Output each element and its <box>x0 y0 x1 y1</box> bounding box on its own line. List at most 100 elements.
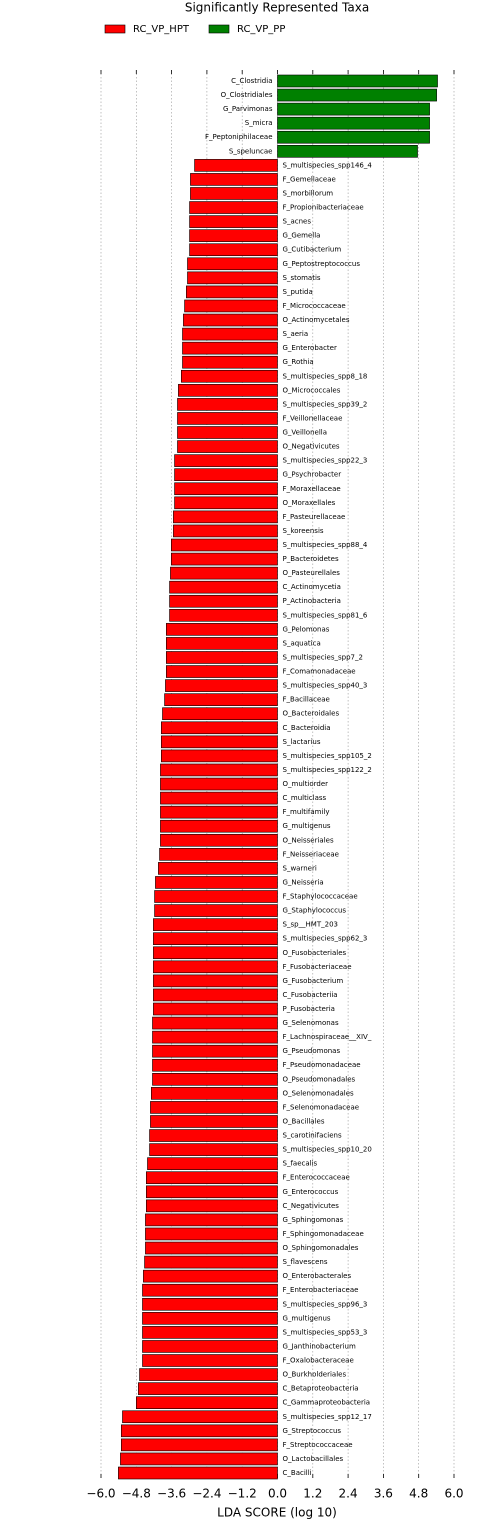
category-label: G_Psychrobacter <box>283 471 342 479</box>
category-label: O_Fusobacteriales <box>283 949 347 957</box>
category-label: S_multispecies_spp8_18 <box>283 372 368 380</box>
category-label: S_acnes <box>283 218 312 226</box>
bar <box>170 566 278 580</box>
category-label: O_Burkholderiales <box>283 1371 347 1379</box>
bar <box>178 384 278 397</box>
category-label: C_Gammaproteobacteria <box>283 1399 371 1407</box>
category-label: F_multifamily <box>283 808 330 816</box>
category-label: S_faecalis <box>283 1160 318 1168</box>
bar <box>174 482 278 496</box>
bar <box>177 426 278 439</box>
bar <box>150 1101 278 1114</box>
bar <box>146 1199 278 1213</box>
bar <box>155 876 278 889</box>
bar <box>173 510 278 524</box>
category-label: C_Negativicutes <box>283 1202 340 1210</box>
bar <box>145 1241 278 1255</box>
bar <box>142 1297 278 1311</box>
x-tick-label: −6.0 <box>86 1487 115 1501</box>
bar <box>169 609 278 622</box>
bar <box>189 243 278 257</box>
category-label: S_multispecies_spp88_4 <box>283 541 368 549</box>
bar <box>153 974 278 988</box>
category-label: F_Fusobacteriaceae <box>283 963 352 971</box>
category-label: O_Pseudomonadales <box>283 1075 356 1083</box>
category-label: F_Sphingomonadaceae <box>283 1230 364 1238</box>
legend-label: RC_VP_HPT <box>133 24 190 35</box>
bar <box>153 988 278 1002</box>
legend-swatch <box>104 24 126 34</box>
category-label: F_Enterobacteriaceae <box>283 1286 359 1294</box>
bar <box>142 1326 278 1339</box>
bar <box>166 637 278 650</box>
bar <box>145 1213 278 1227</box>
bar <box>153 946 278 960</box>
x-tick-label: 2.4 <box>339 1487 358 1501</box>
x-tick-label: −4.8 <box>122 1487 151 1501</box>
category-label: C_Bacilli <box>283 1469 312 1477</box>
bar <box>146 1185 278 1199</box>
category-label: O_Selenomonadales <box>283 1089 355 1097</box>
bar <box>142 1340 278 1353</box>
bar <box>122 1410 278 1424</box>
category-label: F_Comamonadaceae <box>283 668 356 676</box>
bar <box>142 1312 278 1325</box>
category-label: C_Actinomycetia <box>283 583 341 591</box>
bar <box>187 271 278 285</box>
bar <box>189 201 278 214</box>
bar <box>177 398 278 411</box>
bar <box>187 257 278 271</box>
bar <box>139 1368 278 1381</box>
category-label: S_multispecies_spp7_2 <box>283 653 363 661</box>
category-label: F_Pseudomonadaceae <box>283 1061 361 1069</box>
category-label: C_Betaproteobacteria <box>283 1385 359 1393</box>
category-label: F_Veillonellaceae <box>283 414 343 422</box>
x-tick-label: −2.4 <box>192 1487 221 1501</box>
category-label: S_aeria <box>283 330 309 338</box>
category-label: S_multispecies_spp10_20 <box>283 1146 372 1154</box>
category-label: G_multigenus <box>283 822 331 830</box>
bar <box>144 1255 278 1269</box>
category-label: C_multiclass <box>283 794 327 802</box>
category-label: F_Moraxellaceae <box>283 485 341 493</box>
x-tick-label: −3.6 <box>157 1487 186 1501</box>
bar <box>169 594 278 608</box>
category-label: O_Bacillales <box>283 1117 325 1125</box>
category-label: P_Bacteroidetes <box>283 555 339 563</box>
bar <box>277 116 430 130</box>
legend-label: RC_VP_PP <box>237 24 285 35</box>
category-label: G_Pseudomonas <box>283 1047 341 1055</box>
category-label: F_Bacillaceae <box>283 696 330 704</box>
bar <box>183 313 278 327</box>
bar <box>189 229 278 242</box>
bar <box>150 1115 278 1128</box>
category-label: G_Fusobacterium <box>283 977 344 985</box>
bar <box>182 327 278 341</box>
bar <box>120 1438 278 1452</box>
bar <box>174 468 278 481</box>
bar <box>159 848 278 861</box>
category-label: F_Pasteurellaceae <box>283 513 346 521</box>
bar <box>182 341 278 355</box>
category-label: O_Neisseriales <box>283 836 334 844</box>
category-label: F_Micrococcaceae <box>283 302 346 310</box>
bar <box>152 1044 278 1058</box>
category-label: S_warneri <box>283 864 317 872</box>
category-label: G_Cutibacterium <box>283 246 342 254</box>
category-label: S_morbillorum <box>283 189 334 197</box>
category-label: G_Selenomonas <box>283 1019 339 1027</box>
category-label: G_Pelomonas <box>283 625 330 633</box>
category-label: O_Negativicutes <box>283 443 340 451</box>
category-label: S_multispecies_spp122_2 <box>283 766 372 774</box>
bar <box>154 904 278 917</box>
chart-title: Significantly Represented Taxa <box>185 1 369 15</box>
x-tick-label: −1.2 <box>228 1487 257 1501</box>
category-label: S_multispecies_spp53_3 <box>283 1328 368 1336</box>
category-label: S_multispecies_spp105_2 <box>283 752 372 760</box>
category-label: F_Propionibacteriaceae <box>283 204 364 212</box>
category-label: S_multispecies_spp39_2 <box>283 400 368 408</box>
bar <box>161 735 278 749</box>
bar <box>166 665 278 678</box>
bar <box>181 369 278 383</box>
